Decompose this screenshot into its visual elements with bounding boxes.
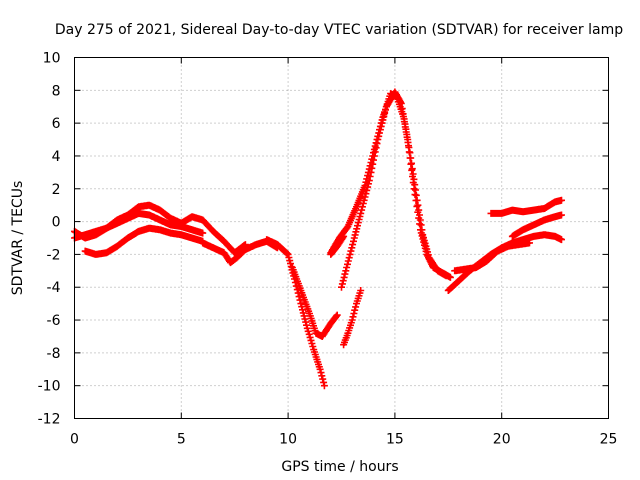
y-tick-label: -12 xyxy=(38,412,61,428)
y-tick-label: 0 xyxy=(52,215,61,231)
series-markers xyxy=(340,287,365,349)
series xyxy=(340,287,365,349)
series-markers xyxy=(327,90,450,280)
x-axis-label: GPS time / hours xyxy=(281,459,398,475)
series-markers xyxy=(451,239,533,275)
y-tick-label: 4 xyxy=(52,149,61,165)
y-tick-label: -4 xyxy=(47,280,61,296)
series-markers xyxy=(81,224,207,258)
x-tick-label: 10 xyxy=(279,432,297,448)
series xyxy=(263,236,328,390)
series-markers xyxy=(263,236,328,390)
plot-frame xyxy=(74,57,609,419)
series-markers xyxy=(338,88,454,291)
series-markers xyxy=(288,264,341,340)
series xyxy=(288,264,341,340)
x-tick-label: 20 xyxy=(493,432,511,448)
y-tick-label: -6 xyxy=(47,313,61,329)
x-tick-label: 25 xyxy=(600,432,618,448)
grid xyxy=(74,57,609,419)
series xyxy=(81,224,207,258)
x-tick-label: 0 xyxy=(70,432,79,448)
y-tick-label: 8 xyxy=(52,83,61,99)
y-tick-label: 2 xyxy=(52,182,61,198)
y-tick-label: -2 xyxy=(47,247,61,263)
y-tick-label: -10 xyxy=(38,379,61,395)
y-tick-label: 6 xyxy=(52,116,61,132)
series xyxy=(508,211,565,240)
y-axis-label: SDTVAR / TECUs xyxy=(10,181,26,296)
x-tick-label: 15 xyxy=(386,432,404,448)
series-markers xyxy=(444,231,565,294)
series xyxy=(327,232,348,258)
x-tick-labels: 0 5 10 15 20 25 xyxy=(70,432,617,448)
series xyxy=(487,196,565,217)
series xyxy=(338,88,454,291)
y-tick-label: 10 xyxy=(43,51,61,67)
x-tick-label: 5 xyxy=(177,432,186,448)
data-points xyxy=(71,88,565,390)
series-markers xyxy=(327,232,348,258)
series-markers xyxy=(487,196,565,217)
series xyxy=(451,239,533,275)
series-markers xyxy=(508,211,565,240)
series xyxy=(444,231,565,294)
chart-title: Day 275 of 2021, Sidereal Day-to-day VTE… xyxy=(55,22,623,38)
series xyxy=(327,90,450,280)
y-tick-label: -8 xyxy=(47,346,61,362)
y-tick-labels: -12 -10 -8 -6 -4 -2 0 2 4 6 8 10 xyxy=(38,51,61,428)
